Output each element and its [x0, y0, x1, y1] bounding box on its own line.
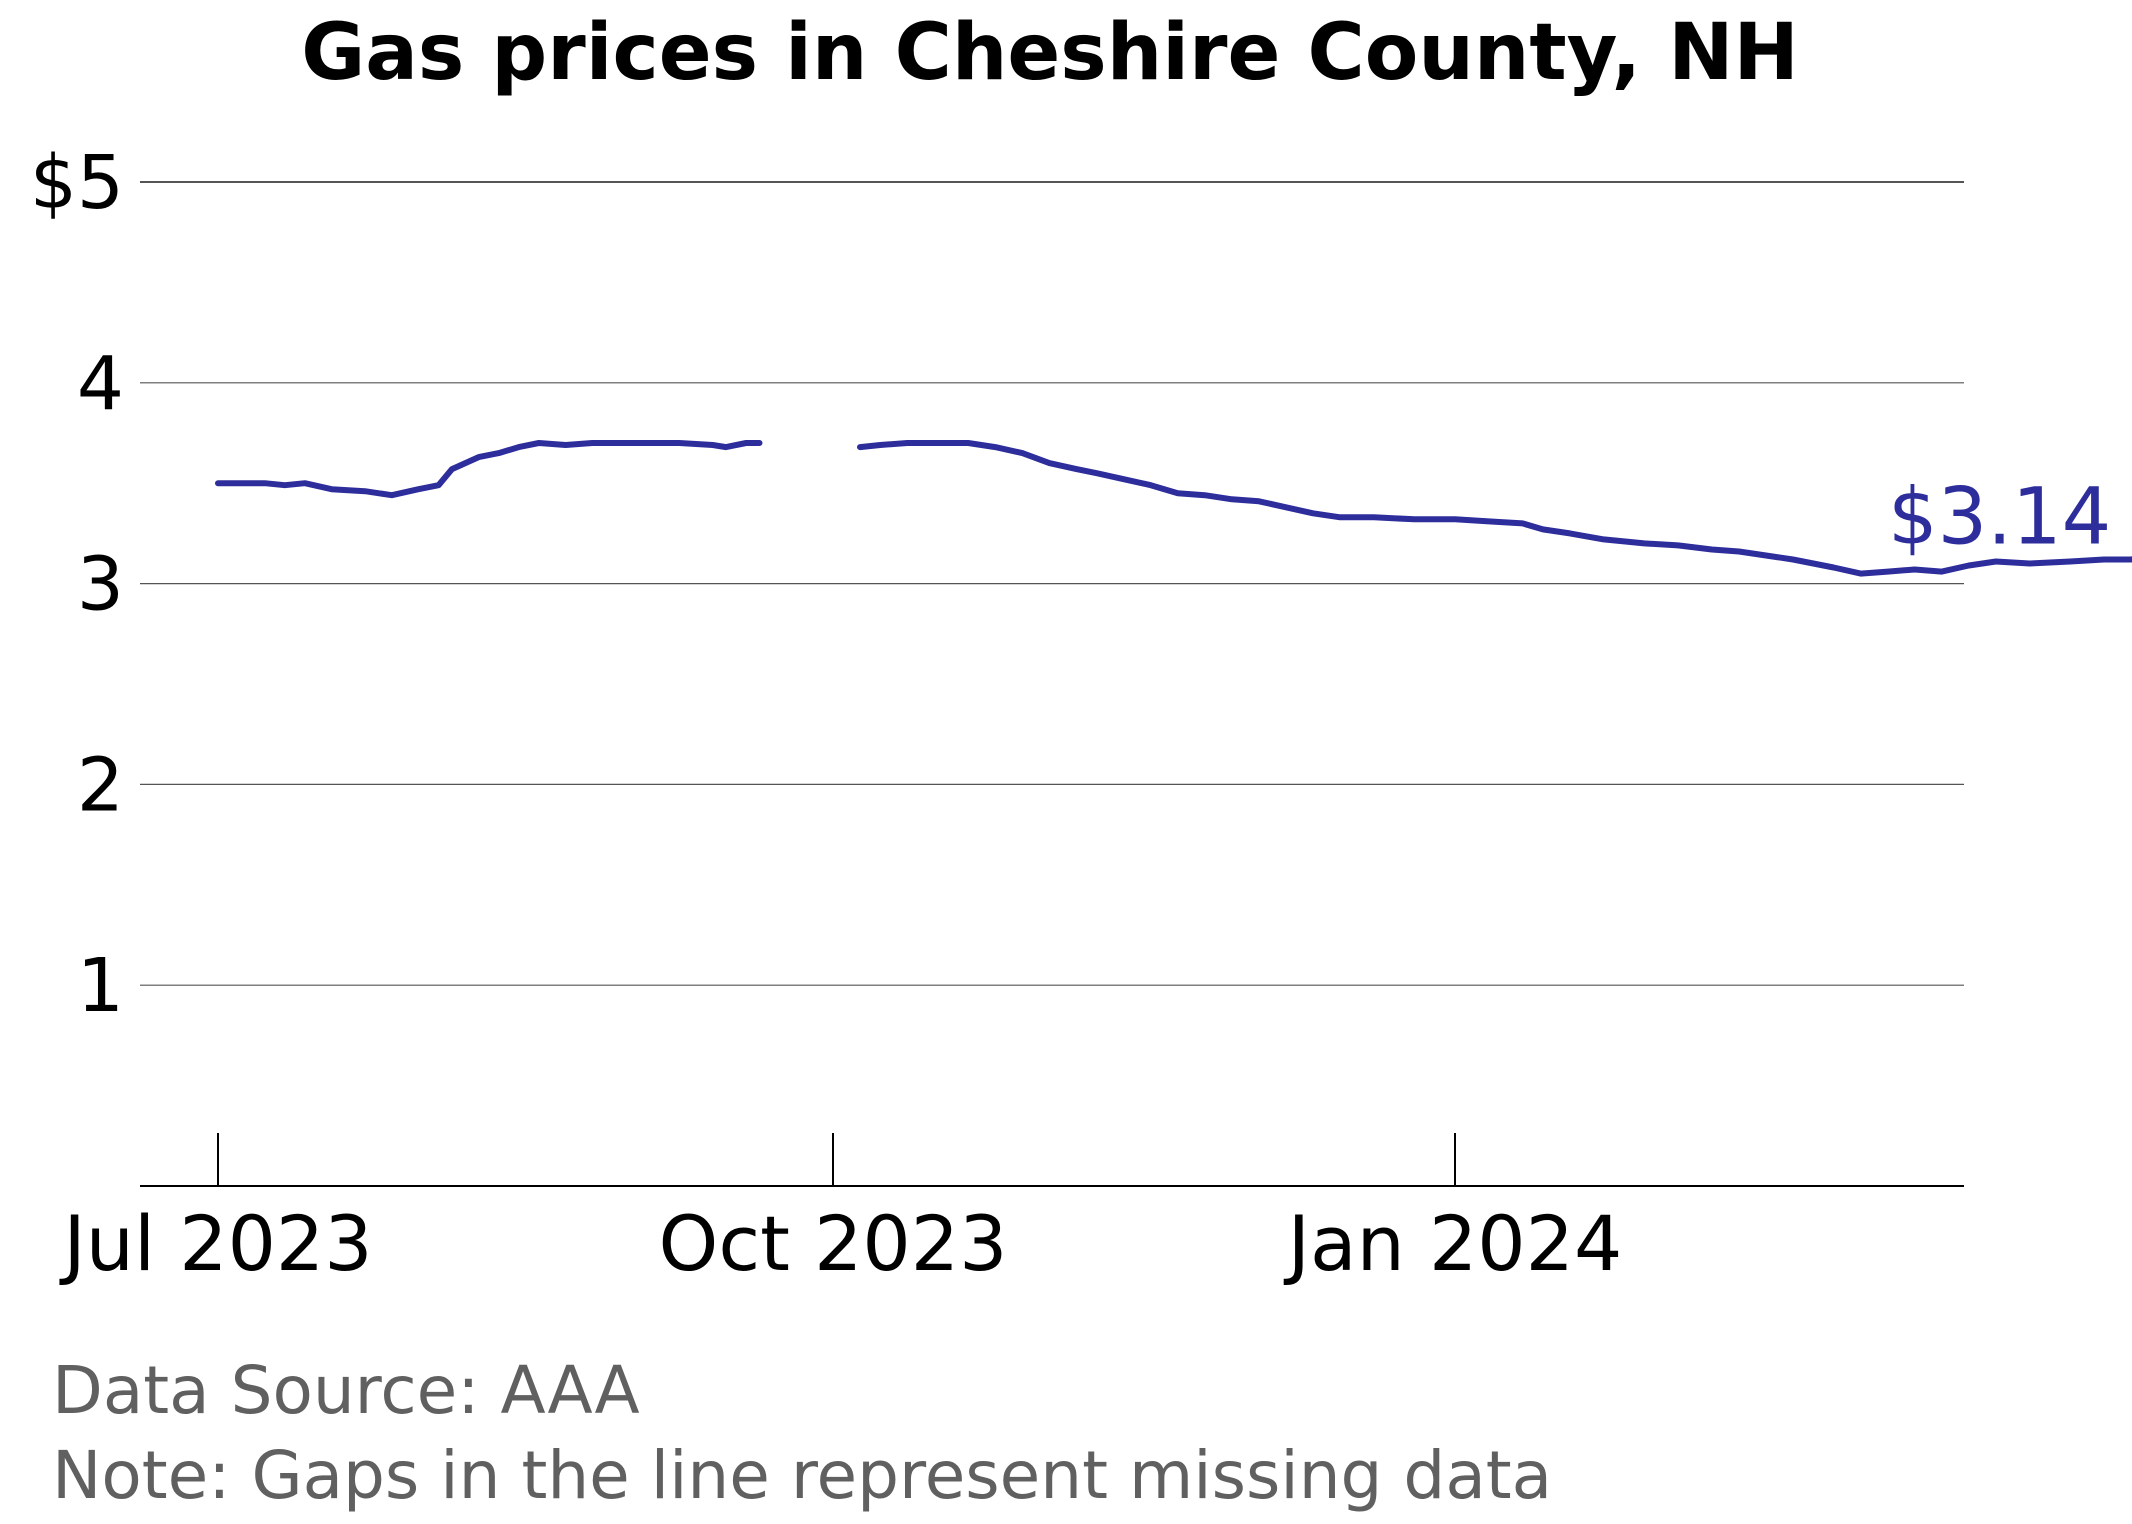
- price-line-segment: [857, 440, 2132, 577]
- x-tick-label: Oct 2023: [659, 1199, 1008, 1288]
- x-axis: Jul 2023 Oct 2023 Jan 2024: [59, 1133, 1964, 1288]
- last-value-label: $3.14: [1888, 472, 2111, 562]
- gridlines: [140, 181, 1964, 986]
- chart-title: Gas prices in Cheshire County, NH: [301, 8, 1799, 98]
- data-labels: $3.14: [1888, 472, 2111, 562]
- y-tick-label: 4: [77, 341, 124, 427]
- data-source-note: Data Source: AAA: [52, 1352, 640, 1429]
- y-tick-label: $5: [30, 140, 124, 226]
- y-tick-label: 2: [77, 742, 124, 828]
- x-tick-label: Jul 2023: [59, 1199, 372, 1288]
- x-tick-label: Jan 2024: [1284, 1199, 1623, 1288]
- series-lines: [215, 440, 2132, 577]
- price-line-segment: [215, 440, 763, 499]
- y-tick-label: 1: [77, 943, 124, 1029]
- y-axis: 1 2 3 4 $5: [30, 140, 124, 1029]
- gaps-note: Note: Gaps in the line represent missing…: [52, 1437, 1553, 1514]
- y-tick-label: 3: [77, 542, 124, 628]
- line-chart: 1 2 3 4 $5 Jul 2023 Oct 2023 Jan 2024 $3.14: [30, 140, 2132, 1288]
